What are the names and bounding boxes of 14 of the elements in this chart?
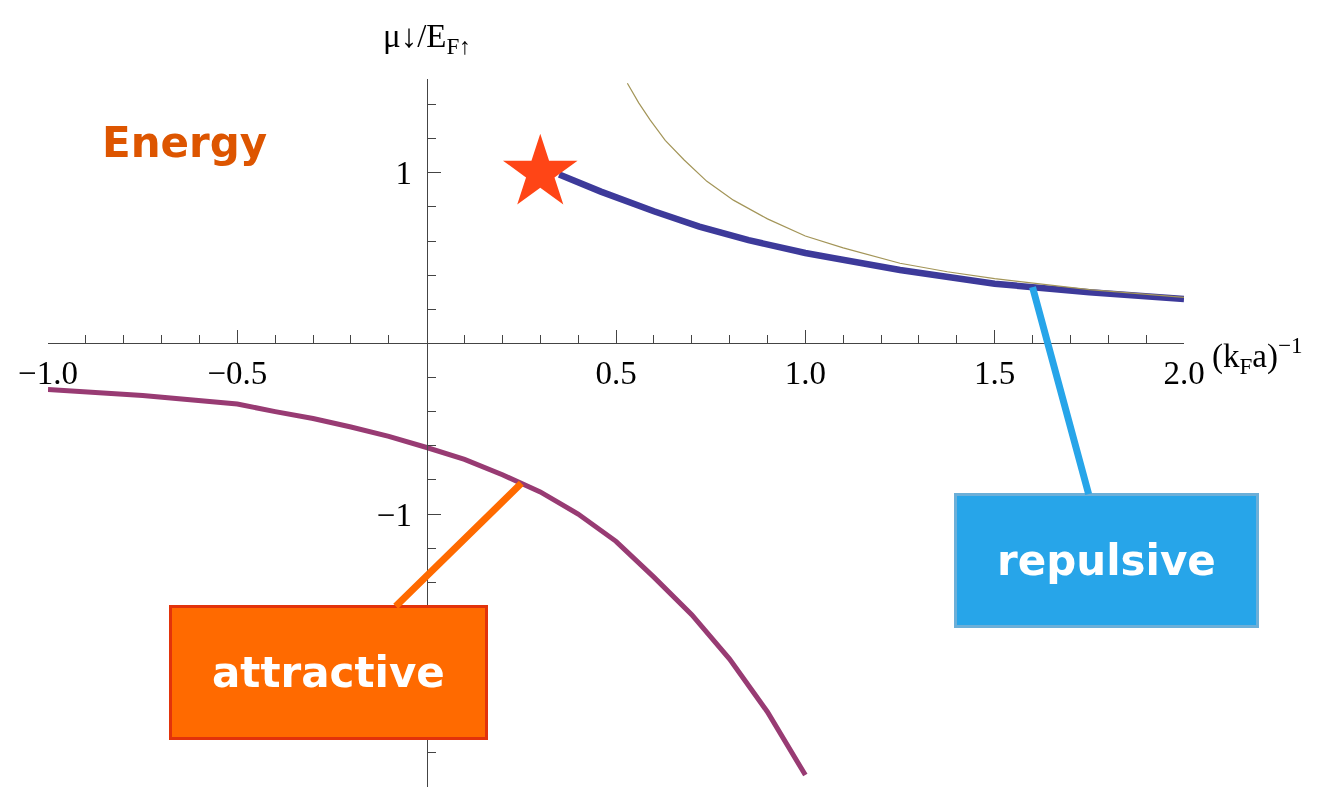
y-tick-label: 1 [395, 155, 412, 192]
y-axis-title: μ↓/E$_{F↑}$ [383, 18, 471, 59]
x-tick-label: 2.0 [1163, 355, 1205, 392]
x-tick-label: −0.5 [207, 355, 268, 392]
y-tick-label: −1 [376, 496, 412, 533]
line-series [626, 82, 1184, 298]
x-tick-label: −1.0 [18, 355, 78, 392]
annotation: attractive [212, 648, 445, 697]
x-tick-label: 1.0 [784, 355, 826, 392]
annotation: repulsive [997, 536, 1216, 585]
x-tick-label: 0.5 [595, 355, 637, 392]
x-tick-label: 1.5 [974, 355, 1016, 392]
annotation: Energy [102, 118, 268, 167]
x-axis-title: (k$_{F}$a)$^{−1}$ [1212, 332, 1303, 379]
